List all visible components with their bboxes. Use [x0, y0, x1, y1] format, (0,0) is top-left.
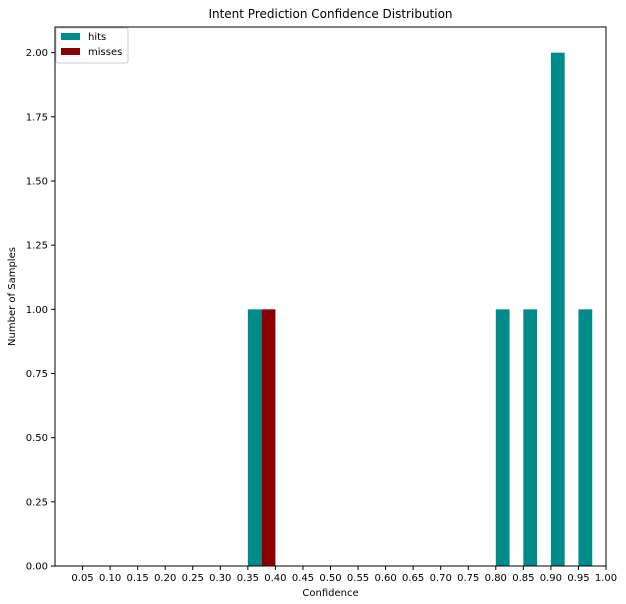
y-tick-label: 0.25 [26, 497, 48, 508]
legend-label-hits: hits [88, 32, 106, 43]
x-tick-label: 0.45 [292, 573, 314, 584]
x-tick-label: 0.05 [71, 573, 93, 584]
x-axis-ticks: 0.05 0.10 0.15 0.20 0.25 0.30 0.35 0.40 0.45 0.50… [71, 566, 617, 584]
misses-bar [261, 309, 276, 566]
hits-bar [578, 309, 593, 566]
bars-layer [247, 52, 593, 566]
y-tick-label: 0.00 [26, 562, 48, 573]
x-tick-label: 0.10 [99, 573, 121, 584]
x-tick-label: 0.20 [154, 573, 176, 584]
y-tick-label: 1.00 [26, 305, 48, 316]
y-axis-ticks: 0.00 0.25 0.50 0.75 1.00 1.25 1.50 1.75 2.00 [26, 48, 55, 573]
hits-bar [523, 309, 538, 566]
x-tick-label: 0.80 [485, 573, 507, 584]
x-tick-label: 1.00 [595, 573, 617, 584]
x-tick-label: 0.50 [319, 573, 341, 584]
x-tick-label: 0.35 [237, 573, 259, 584]
x-tick-label: 0.30 [209, 573, 231, 584]
hits-bar [495, 309, 510, 566]
legend-swatch-hits [61, 33, 80, 40]
x-tick-label: 0.70 [430, 573, 452, 584]
chart-title: Intent Prediction Confidence Distributio… [208, 7, 452, 21]
x-tick-label: 0.55 [347, 573, 369, 584]
x-tick-label: 0.15 [127, 573, 149, 584]
legend-label-misses: misses [88, 47, 122, 58]
x-tick-label: 0.40 [264, 573, 286, 584]
legend-swatch-misses [61, 48, 80, 55]
y-axis-label: Number of Samples [7, 247, 18, 346]
x-axis-label: Confidence [302, 588, 358, 599]
x-tick-label: 0.90 [540, 573, 562, 584]
y-tick-label: 1.50 [26, 177, 48, 188]
y-tick-label: 1.25 [26, 241, 48, 252]
x-tick-label: 0.75 [457, 573, 479, 584]
y-tick-label: 1.75 [26, 112, 48, 123]
hits-bar [550, 52, 565, 566]
legend: hits misses [55, 27, 129, 64]
x-tick-label: 0.95 [567, 573, 589, 584]
y-tick-label: 2.00 [26, 48, 48, 59]
y-tick-label: 0.75 [26, 369, 48, 380]
hits-bar [247, 309, 262, 566]
x-tick-label: 0.85 [512, 573, 534, 584]
y-tick-label: 0.50 [26, 433, 48, 444]
x-tick-label: 0.25 [182, 573, 204, 584]
x-tick-label: 0.60 [374, 573, 396, 584]
x-tick-label: 0.65 [402, 573, 424, 584]
